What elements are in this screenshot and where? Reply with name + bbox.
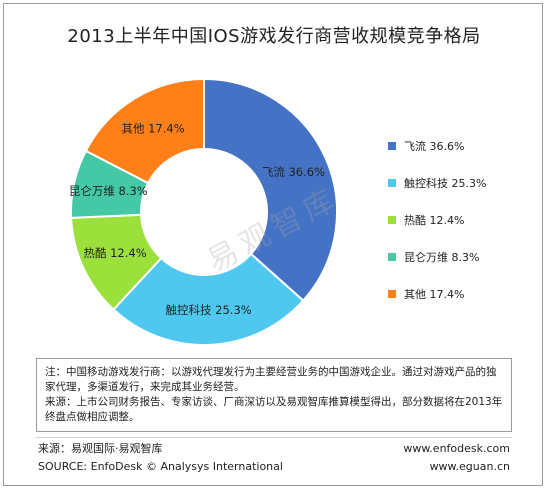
footer-url-eguan: www.eguan.cn: [429, 460, 510, 473]
legend-label: 触控科技 25.3%: [404, 177, 487, 190]
slice-label-feiliu: 飞流 36.6%: [262, 165, 325, 179]
footer-source-cn: 来源：易观国际·易观智库: [38, 442, 163, 455]
legend-swatch: [388, 179, 396, 187]
legend-label: 飞流 36.6%: [404, 140, 465, 153]
slice-feiliu: [203, 77, 338, 302]
legend-item-reku: 热酷 12.4%: [388, 213, 464, 227]
slice-label-kunlun: 昆仑万维 8.3%: [69, 184, 148, 198]
legend-swatch: [388, 253, 396, 261]
legend-item-other: 其他 17.4%: [388, 287, 464, 301]
footer-url-enfodesk: www.enfodesk.com: [403, 442, 510, 455]
footer-divider: [36, 437, 512, 438]
legend-item-kunlun: 昆仑万维 8.3%: [388, 250, 479, 264]
legend-label: 其他 17.4%: [404, 288, 465, 301]
legend-label: 热酷 12.4%: [404, 214, 465, 227]
legend-swatch: [388, 290, 396, 298]
footer-source-en: SOURCE: EnfoDesk © Analysys Internationa…: [38, 460, 283, 473]
note-definition: 注：中国移动游戏发行商：以游戏代理发行为主要经营业务的中国游戏企业。通过对游戏产…: [45, 366, 497, 393]
notes-box: 注：中国移动游戏发行商：以游戏代理发行为主要经营业务的中国游戏企业。通过对游戏产…: [36, 358, 512, 432]
legend-item-chukong: 触控科技 25.3%: [388, 176, 486, 190]
legend-item-feiliu: 飞流 36.6%: [388, 139, 464, 153]
slice-label-other: 其他 17.4%: [121, 121, 184, 135]
slice-other: [84, 77, 205, 185]
legend-swatch: [388, 216, 396, 224]
slice-chukong: [112, 252, 305, 346]
footer-urls: www.enfodesk.com www.eguan.cn: [403, 440, 510, 476]
slice-label-reku: 热酷 12.4%: [83, 246, 146, 260]
note-source: 来源：上市公司财务报告、专家访谈、厂商深访以及易观智库推算模型得出，部分数据将在…: [45, 396, 503, 423]
legend-swatch: [388, 142, 396, 150]
slice-label-chukong: 触控科技 25.3%: [166, 303, 252, 317]
chart-title: 2013上半年中国IOS游戏发行商营收规模竞争格局: [67, 26, 481, 47]
footer-source: 来源：易观国际·易观智库 SOURCE: EnfoDesk © Analysys…: [38, 440, 283, 476]
legend-label: 昆仑万维 8.3%: [404, 251, 480, 264]
